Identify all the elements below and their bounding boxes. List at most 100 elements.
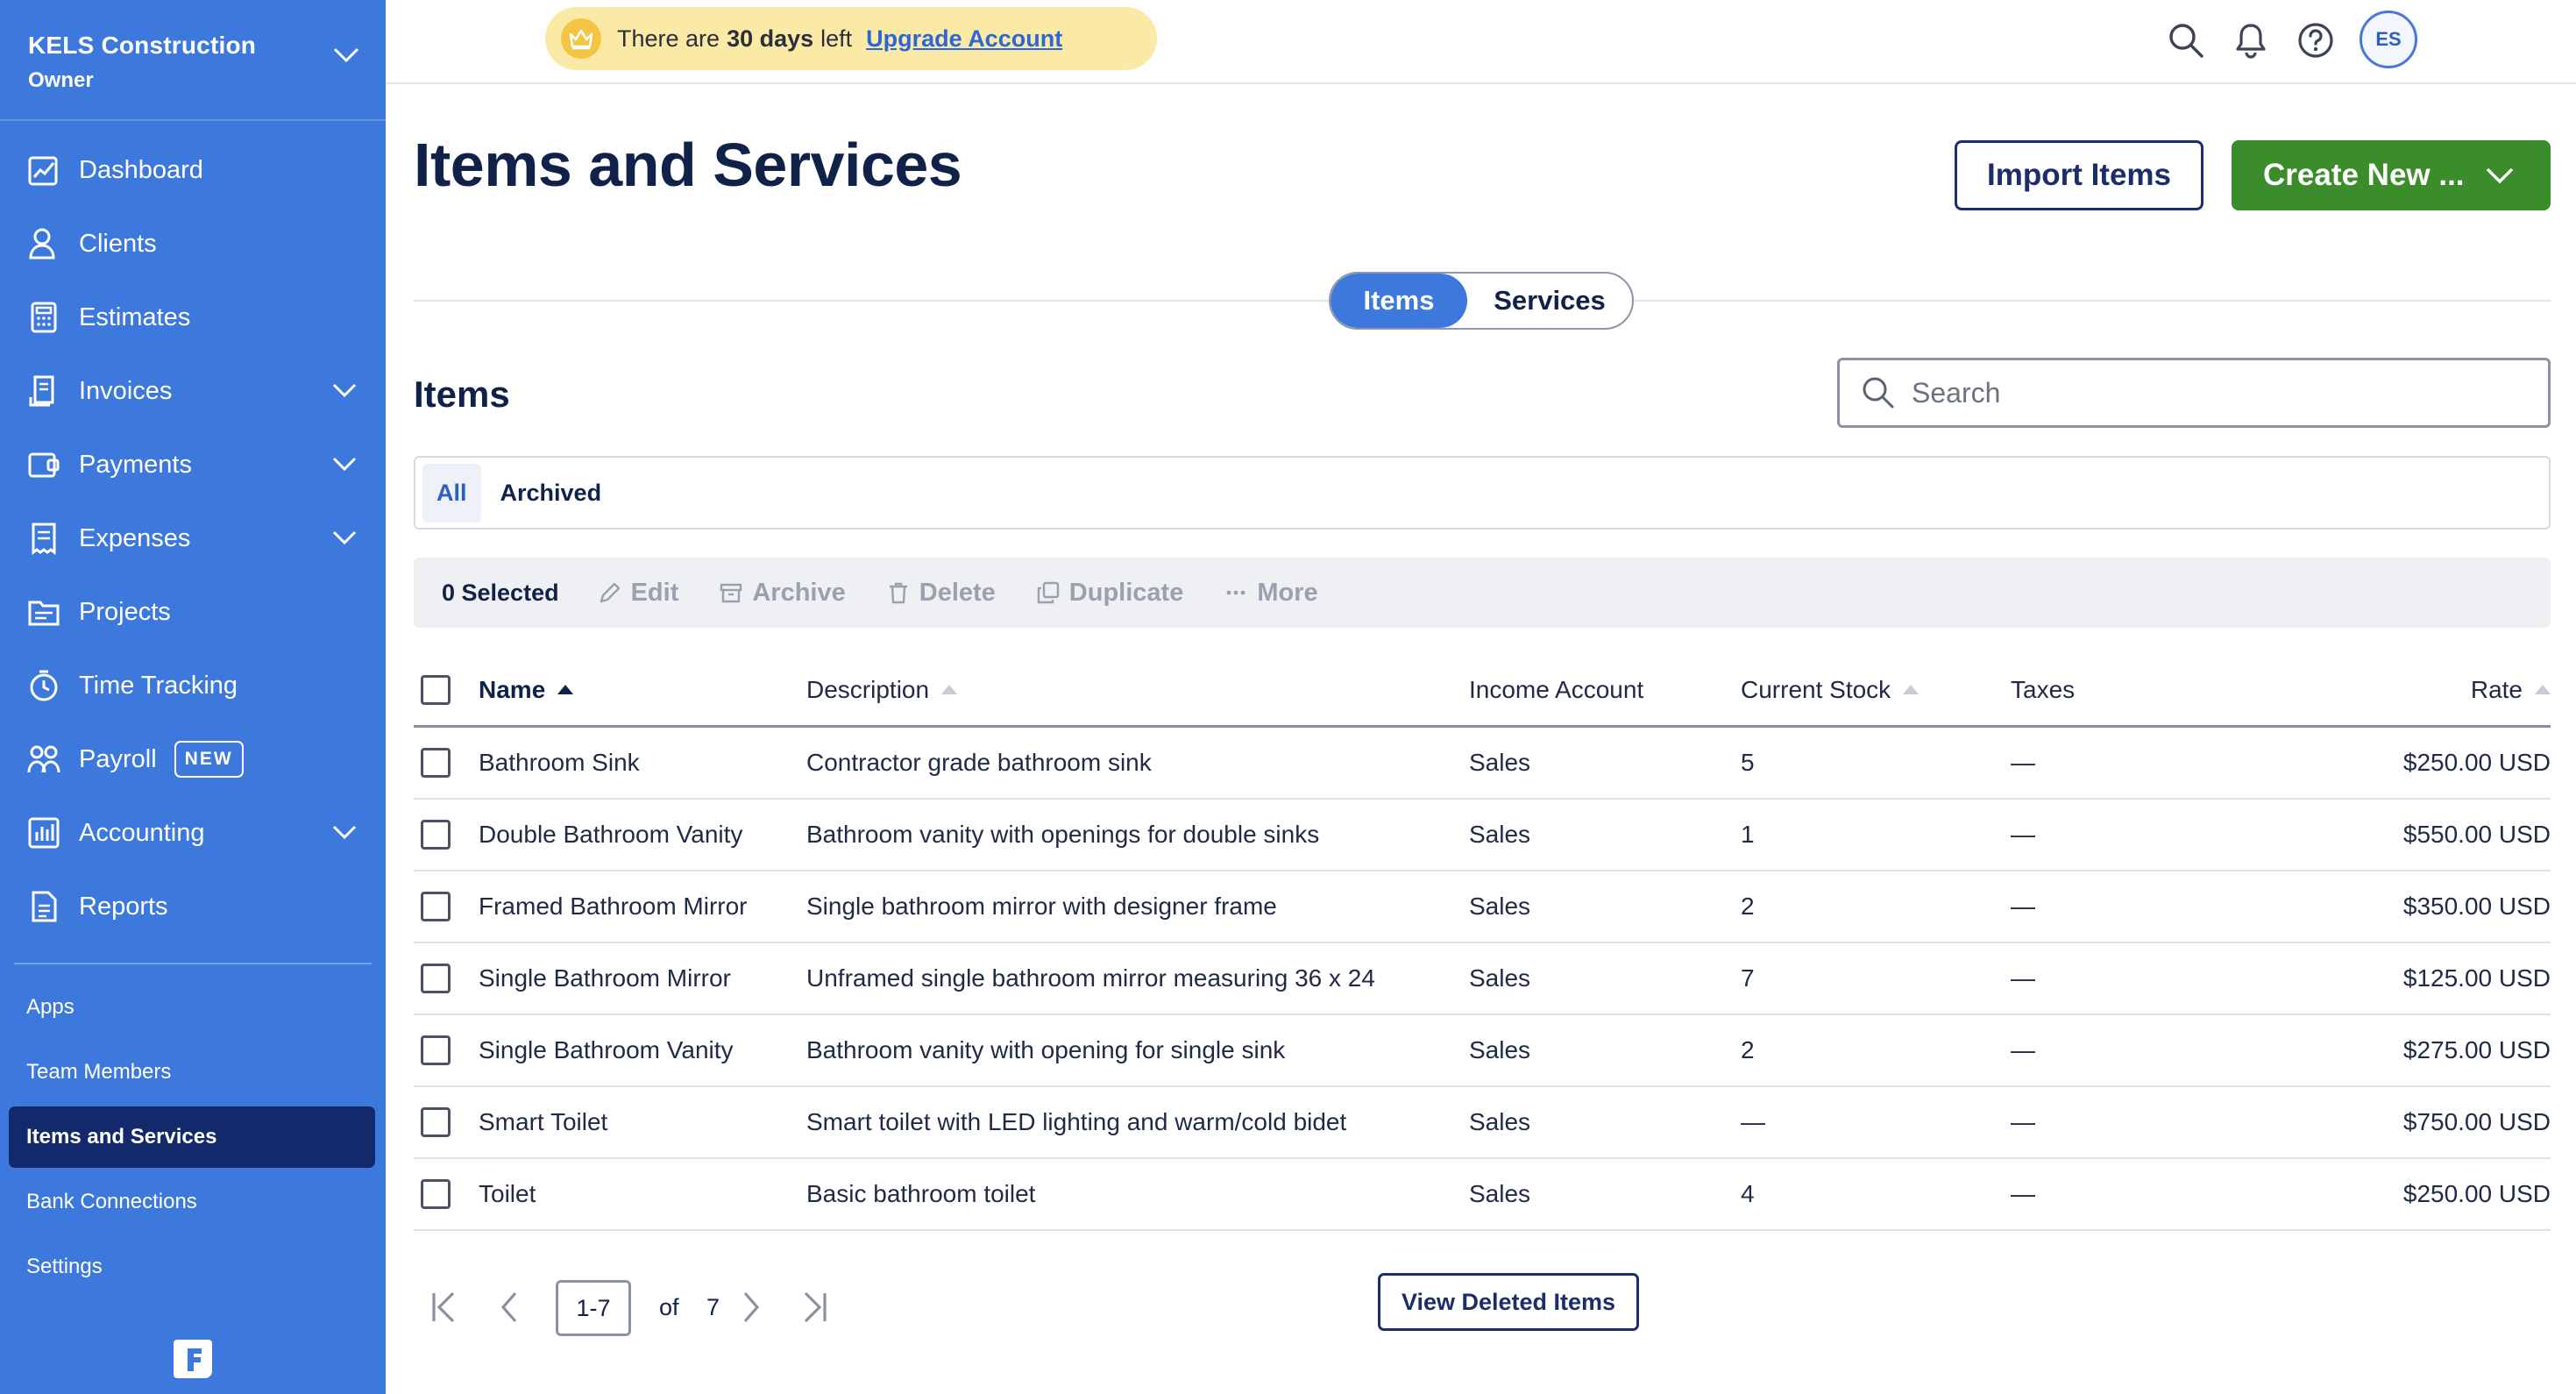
page-title: Items and Services [414, 131, 962, 199]
page-range-input[interactable]: 1-7 [556, 1280, 631, 1336]
table-row[interactable]: Single Bathroom Mirror Unframed single b… [414, 943, 2551, 1015]
top-bar: There are 30 days left Upgrade Account E… [386, 0, 2576, 84]
table-row[interactable]: Double Bathroom Vanity Bathroom vanity w… [414, 800, 2551, 871]
row-checkbox[interactable] [421, 1107, 451, 1137]
filter-archived[interactable]: Archived [500, 479, 602, 506]
first-page-icon[interactable] [426, 1289, 463, 1326]
bulk-action-bar: 0 Selected Edit Archive Delete Duplicate… [414, 558, 2551, 628]
item-name: Single Bathroom Mirror [479, 964, 731, 992]
sidebar-item-items-and-services[interactable]: Items and Services [9, 1106, 375, 1168]
sidebar-item-reports[interactable]: Reports [0, 870, 386, 943]
sidebar-item-team-members[interactable]: Team Members [26, 1060, 172, 1084]
sidebar-item-payments[interactable]: Payments [0, 428, 386, 501]
sidebar-item-estimates[interactable]: Estimates [0, 281, 386, 354]
user-avatar[interactable]: ES [2360, 11, 2417, 68]
sidebar-item-dashboard[interactable]: Dashboard [0, 133, 386, 207]
filter-all[interactable]: All [422, 463, 481, 523]
import-items-button[interactable]: Import Items [1955, 140, 2203, 210]
chevron-down-icon[interactable] [331, 381, 358, 400]
search-input[interactable] [1912, 376, 2508, 409]
help-icon[interactable] [2295, 19, 2337, 61]
sidebar-item-projects[interactable]: Projects [0, 575, 386, 649]
sidebar-item-clients[interactable]: Clients [0, 207, 386, 281]
duplicate-button[interactable]: Duplicate [1036, 579, 1183, 608]
chevron-down-icon[interactable] [331, 822, 358, 842]
sidebar-item-time-tracking[interactable]: Time Tracking [0, 649, 386, 722]
bell-icon[interactable] [2230, 19, 2272, 61]
pagination: 1-7 of 7 View Deleted Items [414, 1273, 2551, 1343]
edit-button[interactable]: Edit [598, 579, 678, 608]
row-checkbox-cell [421, 871, 451, 942]
clients-icon [26, 226, 61, 261]
view-deleted-items-button[interactable]: View Deleted Items [1378, 1273, 1639, 1331]
archive-label: Archive [752, 578, 846, 607]
next-page-icon[interactable] [733, 1289, 770, 1326]
column-header-rate[interactable]: Rate [2471, 654, 2551, 725]
create-new-button[interactable]: Create New ... [2232, 140, 2551, 210]
company-switcher[interactable]: KELS Construction Owner [0, 0, 386, 121]
last-page-icon[interactable] [796, 1289, 833, 1326]
sort-ascending-icon [557, 685, 574, 694]
chevron-down-icon[interactable] [331, 528, 358, 547]
delete-button[interactable]: Delete [886, 579, 996, 608]
trial-days: 30 days [727, 25, 814, 52]
table-row[interactable]: Framed Bathroom Mirror Single bathroom m… [414, 871, 2551, 943]
table-row[interactable]: Bathroom Sink Contractor grade bathroom … [414, 728, 2551, 800]
item-description: Smart toilet with LED lighting and warm/… [806, 1108, 1347, 1135]
row-checkbox-cell [421, 1087, 451, 1157]
table-row[interactable]: Toilet Basic bathroom toilet Sales 4 — $… [414, 1159, 2551, 1231]
sidebar-item-accounting[interactable]: Accounting [0, 796, 386, 870]
tab-services[interactable]: Services [1494, 285, 1606, 316]
row-checkbox[interactable] [421, 1035, 451, 1065]
sidebar-item-label: Projects [79, 597, 171, 626]
column-header-current-stock[interactable]: Current Stock [1741, 654, 1920, 725]
item-name: Bathroom Sink [479, 749, 640, 776]
column-header-description[interactable]: Description [806, 654, 958, 725]
item-taxes: — [2011, 1036, 2035, 1063]
sidebar-item-apps[interactable]: Apps [26, 995, 75, 1019]
item-stock: 2 [1741, 1036, 1755, 1063]
select-all-checkbox[interactable] [421, 674, 451, 705]
page-total: 7 [706, 1294, 720, 1320]
item-name: Single Bathroom Vanity [479, 1036, 734, 1063]
item-stock: 4 [1741, 1180, 1755, 1207]
row-checkbox[interactable] [421, 1179, 451, 1209]
row-checkbox-cell [421, 800, 451, 870]
items-table: Name Description Income Account Current … [414, 654, 2551, 1231]
item-description: Bathroom vanity with openings for double… [806, 821, 1320, 848]
row-checkbox[interactable] [421, 820, 451, 850]
previous-page-icon[interactable] [491, 1289, 528, 1326]
more-button[interactable]: More [1224, 579, 1318, 608]
table-row[interactable]: Single Bathroom Vanity Bathroom vanity w… [414, 1015, 2551, 1087]
chevron-down-icon[interactable] [331, 44, 361, 65]
search-field[interactable] [1837, 358, 2551, 428]
company-name: KELS Construction [28, 32, 257, 59]
more-icon [1226, 590, 1245, 595]
item-description: Contractor grade bathroom sink [806, 749, 1152, 776]
accounting-icon [26, 815, 61, 850]
row-checkbox[interactable] [421, 964, 451, 993]
chevron-down-icon [2486, 167, 2514, 184]
sidebar-item-bank-connections[interactable]: Bank Connections [26, 1190, 197, 1213]
sidebar-item-settings[interactable]: Settings [26, 1255, 103, 1278]
sidebar-item-payroll[interactable]: Payroll NEW [0, 722, 386, 796]
sidebar-divider [14, 963, 372, 964]
sidebar-item-label: Time Tracking [79, 671, 238, 700]
items-services-toggle: Items Services [1329, 272, 1634, 330]
row-checkbox[interactable] [421, 748, 451, 778]
archive-button[interactable]: Archive [719, 578, 846, 608]
main-nav: Dashboard Clients Estimates Invoices [0, 121, 386, 943]
tab-items[interactable]: Items [1331, 274, 1467, 328]
row-checkbox[interactable] [421, 892, 451, 921]
item-rate: $250.00 USD [2402, 1180, 2551, 1207]
column-header-name[interactable]: Name [479, 654, 574, 725]
sidebar-item-expenses[interactable]: Expenses [0, 501, 386, 575]
chevron-down-icon[interactable] [331, 454, 358, 473]
table-row[interactable]: Smart Toilet Smart toilet with LED light… [414, 1087, 2551, 1159]
sidebar-item-invoices[interactable]: Invoices [0, 354, 386, 428]
search-icon[interactable] [2165, 19, 2207, 61]
payroll-icon [26, 742, 61, 777]
create-new-label: Create New ... [2263, 158, 2465, 192]
item-income-account: Sales [1469, 964, 1531, 992]
upgrade-account-link[interactable]: Upgrade Account [866, 25, 1063, 52]
